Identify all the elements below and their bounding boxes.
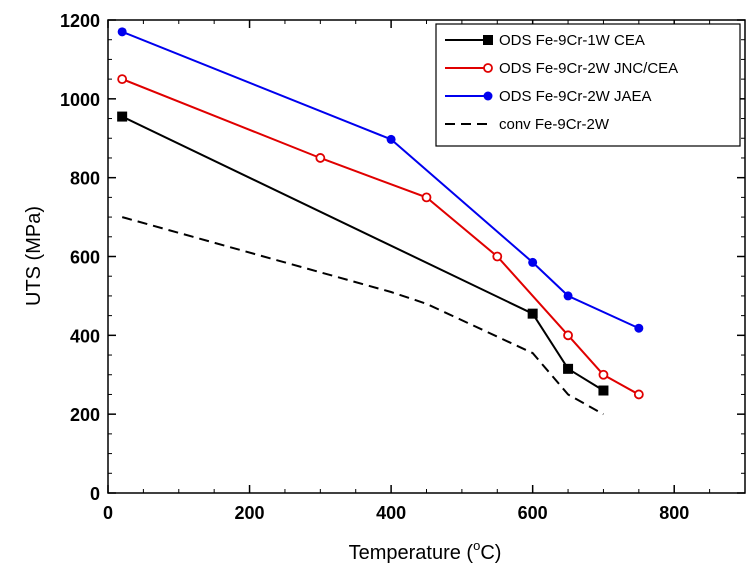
data-point: [483, 35, 493, 45]
series-1: [117, 74, 644, 400]
y-tick-label: 1200: [60, 11, 100, 31]
data-point: [528, 257, 538, 267]
x-tick-label: 200: [235, 503, 265, 523]
series-layer: [117, 27, 644, 416]
data-point: [563, 291, 573, 301]
data-point: [633, 389, 644, 400]
data-point: [563, 363, 574, 374]
data-point: [492, 251, 503, 262]
series-3: [121, 216, 604, 416]
data-point: [634, 323, 644, 333]
legend-label: ODS Fe-9Cr-2W JNC/CEA: [499, 60, 678, 77]
legend-entry-2: ODS Fe-9Cr-2W JAEA: [445, 88, 652, 105]
y-axis-title: UTS (MPa): [23, 206, 45, 306]
x-tick-label: 600: [518, 503, 548, 523]
legend: ODS Fe-9Cr-1W CEA ODS Fe-9Cr-2W JNC/CEA OD…: [435, 23, 741, 147]
x-axis-title: Temperature (oC): [349, 538, 502, 564]
data-point: [598, 369, 609, 380]
data-point: [315, 153, 326, 163]
legend-entry-1: ODS Fe-9Cr-2W JNC/CEA: [445, 60, 678, 77]
y-tick-label: 400: [70, 326, 100, 346]
data-point: [117, 111, 128, 122]
data-point: [117, 74, 128, 85]
x-tick-labels: 0 200 400 600 800: [103, 503, 689, 523]
data-point: [483, 91, 493, 101]
y-tick-labels: 0 200 400 600 800 1000 1200: [60, 11, 100, 504]
data-point: [527, 308, 538, 319]
legend-label: ODS Fe-9Cr-2W JAEA: [499, 88, 652, 105]
data-point: [117, 27, 127, 37]
data-point: [421, 192, 432, 203]
x-tick-label: 400: [376, 503, 406, 523]
series-line: [121, 216, 604, 416]
series-0: [117, 111, 609, 396]
data-point: [483, 63, 493, 73]
legend-label: conv Fe-9Cr-2W: [499, 116, 610, 133]
legend-entry-3: conv Fe-9Cr-2W: [445, 116, 610, 133]
data-point: [598, 385, 609, 396]
series-2: [117, 27, 644, 333]
x-tick-label: 800: [659, 503, 689, 523]
axis-ticks: [107, 19, 746, 494]
y-tick-label: 200: [70, 405, 100, 425]
data-point: [386, 134, 396, 144]
series-line: [121, 115, 604, 392]
y-tick-label: 600: [70, 248, 100, 268]
legend-entry-0: ODS Fe-9Cr-1W CEA: [445, 32, 645, 49]
y-tick-label: 1000: [60, 90, 100, 110]
y-tick-label: 0: [90, 484, 100, 504]
y-tick-label: 800: [70, 169, 100, 189]
legend-label: ODS Fe-9Cr-1W CEA: [499, 32, 645, 49]
data-point: [563, 330, 573, 341]
x-tick-label: 0: [103, 503, 113, 523]
